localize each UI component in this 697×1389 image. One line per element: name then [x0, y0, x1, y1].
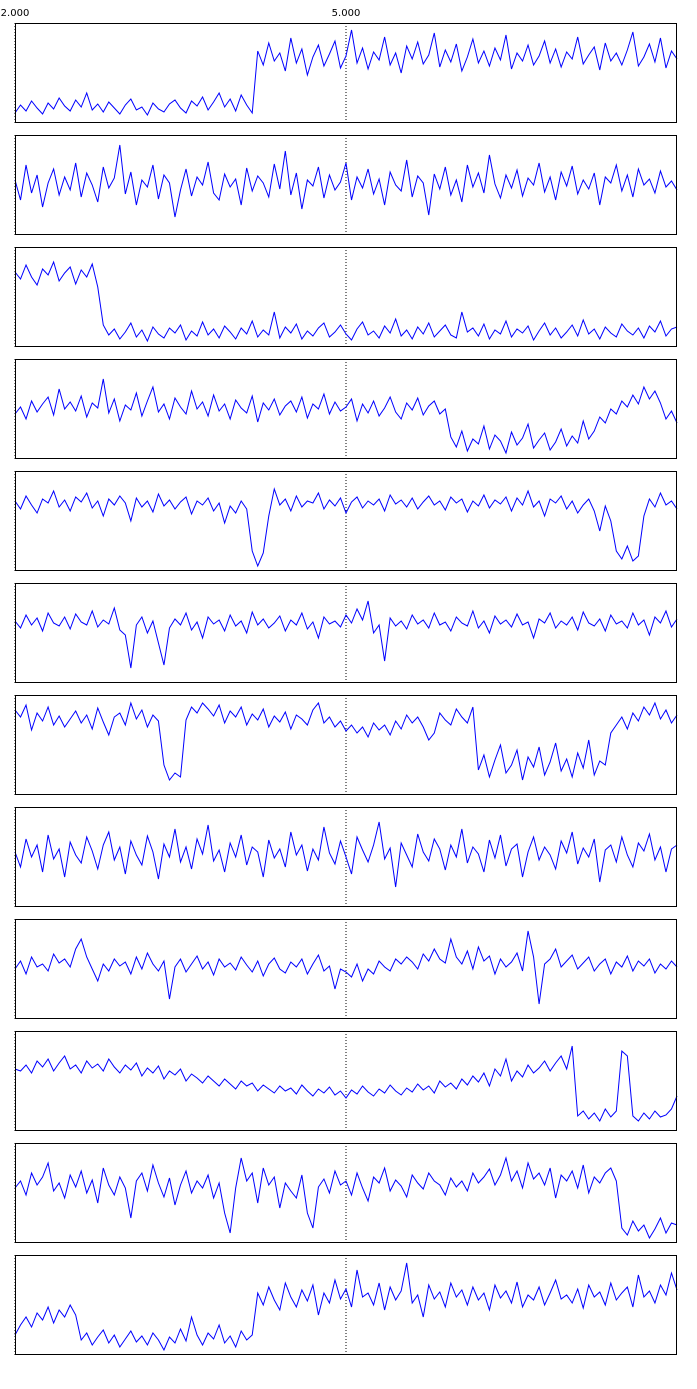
panel-border [15, 359, 677, 459]
series-line [14, 600, 678, 669]
panel-background [15, 1031, 677, 1131]
panel-border [15, 23, 677, 123]
x-tick-label: 5.000 [332, 8, 361, 19]
series-line [14, 378, 678, 455]
panel-background [15, 359, 677, 459]
x-tick-label: 2.000 [1, 8, 30, 19]
panel-border [15, 919, 677, 1019]
series-line [14, 487, 678, 568]
panel-background [15, 583, 677, 683]
panel-background [15, 695, 677, 795]
series-line [14, 701, 678, 782]
panel-border [15, 135, 677, 235]
panel-background [15, 23, 677, 123]
panel-border [15, 1255, 677, 1355]
panel-border [15, 1143, 677, 1243]
series-line [14, 144, 678, 218]
panel-border [15, 695, 677, 795]
panel-background [15, 471, 677, 571]
panel-background [15, 247, 677, 347]
series-line [14, 1156, 678, 1240]
series-line [14, 1262, 678, 1352]
panel-background [15, 919, 677, 1019]
series-line [14, 260, 678, 343]
panel-border [15, 471, 677, 571]
series-line [14, 29, 678, 117]
panel-border [15, 247, 677, 347]
panel-border [15, 1031, 677, 1131]
panel-border [15, 583, 677, 683]
panel-border [15, 807, 677, 907]
series-line [14, 821, 678, 888]
panel-background [15, 1143, 677, 1243]
series-line [14, 930, 678, 1005]
series-line [14, 1045, 678, 1123]
